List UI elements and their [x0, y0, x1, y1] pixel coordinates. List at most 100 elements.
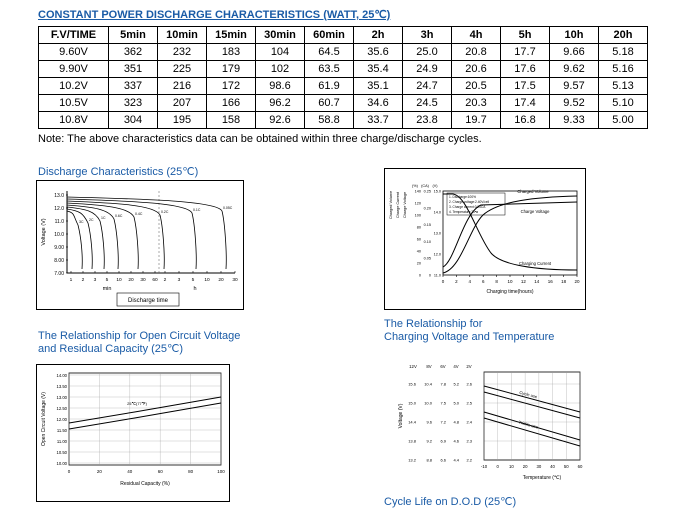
y-axis-unit: (V): [432, 184, 438, 188]
temperature-chart-svg: 12V 8V 6V 4V 2V 15.6 10.4 7.8 5.2 2.6 15.0 10.0 7.5 5…: [398, 364, 583, 481]
tick-label: 7.2: [440, 420, 446, 425]
discharge-chart-title: Discharge Characteristics (25℃): [38, 166, 199, 178]
tick-label: 13.00: [57, 395, 68, 400]
x-unit-min: min: [103, 286, 112, 292]
cycle-use-line: [483, 391, 581, 419]
tick-label: 5.0: [453, 401, 459, 406]
tick-label: 13.2: [408, 458, 417, 463]
discharge-curve: [66, 208, 93, 270]
temperature-annotation: 25℃(77℉): [127, 401, 148, 406]
tick-label: 10.0: [424, 401, 433, 406]
tick-label: 1: [70, 277, 73, 283]
tick-label: 3: [94, 277, 97, 283]
table-cell: 207: [157, 94, 207, 112]
tick-label: 4.4: [453, 458, 459, 463]
table-header-cell: 3h: [402, 26, 452, 44]
tick-label: 0.15: [424, 223, 431, 227]
tick-label: 60: [152, 277, 158, 283]
table-cell: 24.5: [402, 94, 452, 112]
charged-volume-label: Charged Volume: [517, 189, 549, 194]
trickle-use-line: [483, 417, 581, 447]
y-axis-label: Open Circuit Voltage (V): [41, 392, 47, 446]
table-cell: 17.4: [500, 94, 550, 112]
note-text: Note: The above characteristics data can…: [38, 133, 482, 145]
table-header-cell: F.V/TIME: [38, 26, 109, 44]
curve-rate-label: 0.1C: [193, 208, 201, 212]
tick-label: 40: [550, 464, 555, 469]
curve-rate-label: 1C: [101, 216, 106, 220]
table-header-cell: 2h: [353, 26, 403, 44]
tick-label: 40: [127, 469, 133, 474]
legend-line: 2. Charge voltage:2.40V/cell: [449, 200, 489, 204]
tick-label: 14.4: [408, 420, 417, 425]
table-cell: 9.52: [549, 94, 599, 112]
table-row: 9.90V 351 225 179 102 63.5 35.4 24.9 20.6 17.6 9.6…: [38, 60, 648, 78]
row-label-cell: 9.90V: [38, 60, 109, 78]
legend-line: 3. Charge current:0.25CA: [449, 205, 486, 209]
table-cell: 5.00: [598, 111, 648, 129]
table-cell: 64.5: [304, 43, 354, 61]
discharge-curve: [66, 202, 139, 270]
tick-label: 4.8: [453, 420, 459, 425]
tick-label: 100: [415, 214, 421, 218]
ocv-chart: 14.00 13.50 13.00 12.50 12.00 11.50 11.00 10.50…: [36, 364, 230, 502]
table-header-cell: 10min: [157, 26, 207, 44]
table-cell: 23.8: [402, 111, 452, 129]
tick-label: 0: [429, 274, 431, 278]
row-label-cell: 10.2V: [38, 77, 109, 95]
table-cell: 61.9: [304, 77, 354, 95]
charging-current-curve: [443, 193, 578, 271]
table-cell: 337: [108, 77, 158, 95]
table-body: 9.60V 362 232 183 104 64.5 35.6 25.0 20.8 17.7 9.6…: [38, 43, 648, 129]
charge-voltage-label: Charge Voltage: [521, 209, 551, 214]
tick-label: 10.50: [57, 450, 68, 455]
x-axis-label: Discharge time: [128, 298, 169, 304]
tick-label: 10: [507, 279, 513, 284]
charging-chart-title: The Relationship for Charging Voltage an…: [384, 318, 554, 344]
tick-label: 5: [106, 277, 109, 283]
tick-label: 12.50: [57, 406, 68, 411]
table-cell: 20.5: [451, 77, 501, 95]
table-cell: 9.62: [549, 60, 599, 78]
discharge-curve: [66, 210, 83, 270]
page-title: CONSTANT POWER DISCHARGE CHARACTERISTICS…: [38, 9, 391, 21]
cycle-use-line: [483, 385, 581, 413]
tick-label: 8.8: [426, 458, 432, 463]
table-cell: 17.5: [500, 77, 550, 95]
discharge-chart-svg: 13.0 12.0 11.0 10.0 9.00 8.00 7.00 1 2 3 5 10 20 30 60…: [41, 191, 238, 307]
table-cell: 98.6: [255, 77, 305, 95]
table-cell: 60.7: [304, 94, 354, 112]
table-header-cell: 5h: [500, 26, 550, 44]
table-cell: 35.4: [353, 60, 403, 78]
y-axis-name: Charge Voltage: [403, 192, 407, 218]
tick-label: 0.10: [424, 240, 431, 244]
curve-rate-label: 0.6C: [115, 214, 123, 218]
table-cell: 304: [108, 111, 158, 129]
tick-label: 60: [158, 469, 164, 474]
tick-label: 2: [164, 277, 167, 283]
xlabel-box: [116, 292, 180, 307]
charging-chart-svg: Charged Volume Charge Current Charge Volta…: [389, 184, 580, 295]
tick-label: 12.0: [434, 253, 441, 257]
tick-label: 80: [188, 469, 194, 474]
tick-label: 6.6: [440, 458, 446, 463]
table-cell: 102: [255, 60, 305, 78]
tick-label: 20: [97, 469, 103, 474]
constant-power-table: F.V/TIME 5min 10min 15min 30min 60min 2h 3h 4h 5h…: [38, 26, 648, 129]
table-cell: 216: [157, 77, 207, 95]
row-label-cell: 10.8V: [38, 111, 109, 129]
table-cell: 96.2: [255, 94, 305, 112]
voltage-column-header: 12V: [409, 364, 417, 369]
tick-label: 20: [128, 277, 134, 283]
curve-rate-label: 0.4C: [135, 212, 143, 216]
tick-label: 11.50: [57, 428, 68, 433]
x-axis-label: Residual Capacity (%): [120, 481, 170, 487]
temperature-chart: 12V 8V 6V 4V 2V 15.6 10.4 7.8 5.2 2.6 15.0 10.0 7.5 5…: [396, 356, 588, 484]
ocv-title-line2: and Residual Capacity (25℃): [38, 343, 184, 355]
tick-label: 13.8: [408, 439, 417, 444]
tick-label: 0: [419, 274, 421, 278]
tick-label: 2.4: [466, 420, 472, 425]
table-cell: 362: [108, 43, 158, 61]
tick-label: 120: [415, 202, 421, 206]
tick-label: 10: [509, 464, 514, 469]
